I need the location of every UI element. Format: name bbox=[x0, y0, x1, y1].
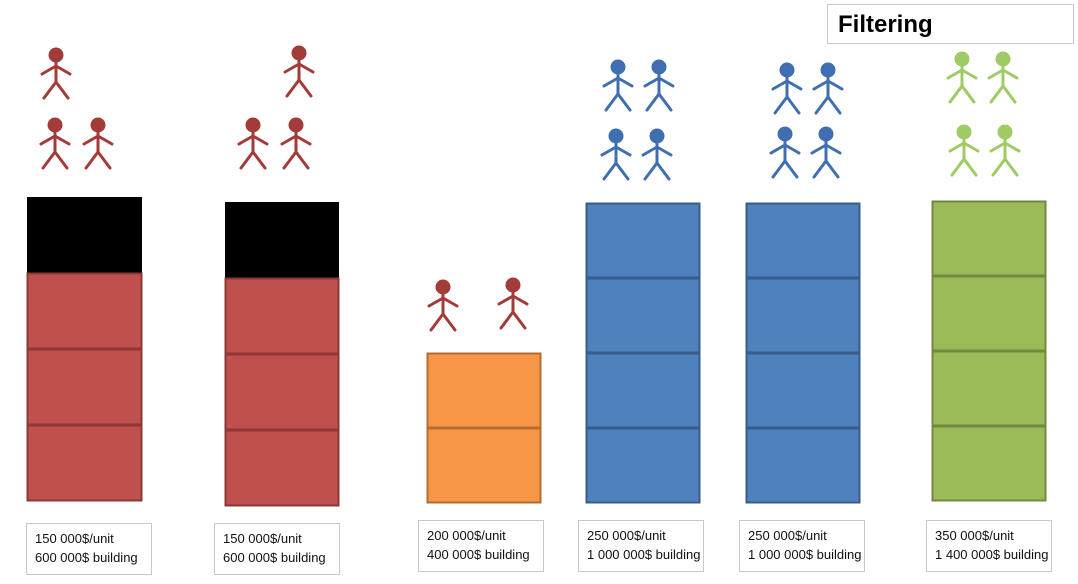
unit-price: 150 000$/unit bbox=[35, 531, 114, 546]
unit-price: 350 000$/unit bbox=[935, 528, 1014, 543]
unit-price: 150 000$/unit bbox=[223, 531, 302, 546]
person-icon bbox=[602, 59, 634, 112]
building-4 bbox=[585, 59, 701, 504]
unit-block bbox=[931, 425, 1047, 502]
unit-block bbox=[585, 352, 701, 429]
person-icon bbox=[771, 62, 803, 115]
black-top-block bbox=[27, 197, 142, 273]
price-label-4: 250 000$/unit 1 000 000$ building bbox=[578, 520, 704, 572]
person-icon bbox=[812, 62, 844, 115]
unit-price: 250 000$/unit bbox=[748, 528, 827, 543]
unit-block bbox=[26, 424, 143, 502]
price-label-1: 150 000$/unit 600 000$ building bbox=[26, 523, 152, 575]
building-6 bbox=[931, 51, 1047, 502]
unit-block bbox=[224, 277, 340, 355]
unit-block bbox=[931, 200, 1047, 277]
unit-price: 200 000$/unit bbox=[427, 528, 506, 543]
unit-block bbox=[745, 427, 861, 504]
building-price: 1 000 000$ building bbox=[748, 547, 862, 562]
building-price: 1 000 000$ building bbox=[587, 547, 701, 562]
unit-block bbox=[26, 272, 143, 350]
unit-block bbox=[931, 350, 1047, 427]
person-icon bbox=[280, 117, 312, 170]
person-icon bbox=[497, 277, 529, 330]
unit-price: 250 000$/unit bbox=[587, 528, 666, 543]
unit-block bbox=[745, 277, 861, 354]
person-icon bbox=[989, 124, 1021, 177]
building-price: 600 000$ building bbox=[223, 550, 326, 565]
price-label-6: 350 000$/unit 1 400 000$ building bbox=[926, 520, 1052, 572]
building-3 bbox=[426, 277, 542, 504]
unit-block bbox=[585, 427, 701, 504]
unit-block bbox=[745, 352, 861, 429]
unit-block bbox=[745, 202, 861, 279]
building-price: 600 000$ building bbox=[35, 550, 138, 565]
person-icon bbox=[948, 124, 980, 177]
person-icon bbox=[82, 117, 114, 170]
unit-block bbox=[26, 348, 143, 426]
price-label-3: 200 000$/unit 400 000$ building bbox=[418, 520, 544, 572]
unit-block bbox=[224, 429, 340, 507]
unit-block bbox=[585, 277, 701, 354]
building-1 bbox=[26, 47, 143, 502]
building-5 bbox=[745, 62, 861, 504]
person-icon bbox=[40, 47, 72, 100]
unit-block bbox=[224, 353, 340, 431]
building-price: 400 000$ building bbox=[427, 547, 530, 562]
diagram-title: Filtering bbox=[827, 4, 1074, 44]
person-icon bbox=[39, 117, 71, 170]
unit-block bbox=[426, 352, 542, 429]
person-icon bbox=[643, 59, 675, 112]
person-icon bbox=[810, 126, 842, 179]
building-price: 1 400 000$ building bbox=[935, 547, 1049, 562]
price-label-5: 250 000$/unit 1 000 000$ building bbox=[739, 520, 865, 572]
black-top-block bbox=[225, 202, 339, 278]
person-icon bbox=[283, 45, 315, 98]
person-icon bbox=[769, 126, 801, 179]
person-icon bbox=[427, 279, 459, 332]
person-icon bbox=[600, 128, 632, 181]
unit-block bbox=[585, 202, 701, 279]
price-label-2: 150 000$/unit 600 000$ building bbox=[214, 523, 340, 575]
building-2 bbox=[224, 45, 340, 507]
person-icon bbox=[641, 128, 673, 181]
unit-block bbox=[931, 275, 1047, 352]
person-icon bbox=[237, 117, 269, 170]
person-icon bbox=[987, 51, 1019, 104]
person-icon bbox=[946, 51, 978, 104]
unit-block bbox=[426, 427, 542, 504]
